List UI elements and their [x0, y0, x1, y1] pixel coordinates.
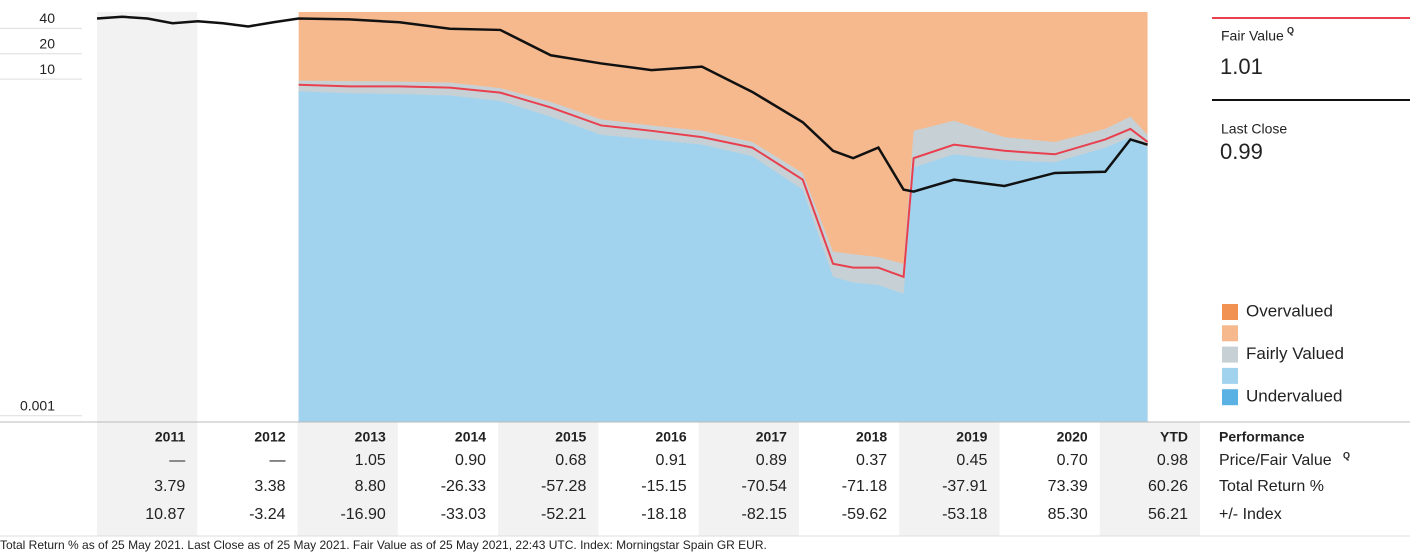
- column-shade: [899, 422, 1000, 536]
- column-header: 2017: [756, 429, 787, 445]
- table-cell: 0.45: [956, 452, 987, 469]
- table-title: Performance: [1219, 429, 1305, 445]
- column-header: 2016: [655, 429, 686, 445]
- legend-swatch: [1222, 367, 1238, 384]
- table-cell: —: [270, 452, 286, 469]
- table-cell: 0.90: [455, 452, 486, 469]
- last-close-label: Last Close: [1221, 121, 1287, 137]
- legend-label: Overvalued: [1246, 301, 1333, 320]
- row-label: Total Return %: [1219, 478, 1324, 495]
- table-cell: -37.91: [942, 478, 987, 495]
- footer: Total Return % as of 25 May 2021. Last C…: [0, 538, 767, 552]
- column-header: 2019: [956, 429, 987, 445]
- column-shade: [97, 12, 198, 422]
- table-cell: -53.18: [942, 506, 987, 523]
- y-tick-label: 40: [39, 10, 55, 26]
- table-cell: -15.15: [641, 478, 686, 495]
- price-line: [96, 15, 1148, 193]
- table-cell: —: [169, 452, 185, 469]
- legend-swatch: [1222, 304, 1238, 320]
- table-cell: -33.03: [441, 506, 486, 523]
- quant-mark: Q: [1287, 25, 1294, 35]
- table-cell: 0.68: [555, 452, 586, 469]
- column-header: 2020: [1057, 429, 1088, 445]
- table-cell: 3.38: [254, 478, 285, 495]
- legend-swatch: [1222, 389, 1238, 406]
- table-cell: 85.30: [1048, 506, 1088, 523]
- column-header: 2015: [555, 429, 586, 445]
- last-close: 0.99: [1220, 139, 1263, 164]
- column-header: 2011: [155, 429, 186, 445]
- y-tick-label: 0.001: [20, 398, 55, 414]
- table-cell: -71.18: [842, 478, 887, 495]
- column-header: 2018: [856, 429, 887, 445]
- row-label: Price/Fair Value: [1219, 452, 1332, 469]
- table-cell: 56.21: [1148, 506, 1188, 523]
- column-shade: [97, 422, 198, 536]
- legend-swatch: [1222, 325, 1238, 342]
- table-cell: -18.18: [641, 506, 686, 523]
- table-cell: -57.28: [541, 478, 586, 495]
- column-shade: [698, 422, 799, 536]
- y-tick-label: 20: [39, 35, 55, 51]
- valuation-area: [298, 91, 1148, 422]
- column-header: YTD: [1160, 429, 1188, 445]
- quant-mark: Q: [1343, 450, 1350, 460]
- column-shade: [498, 422, 599, 536]
- table-cell: -16.90: [340, 506, 385, 523]
- table-cell: 0.98: [1157, 452, 1188, 469]
- table-cell: 0.89: [756, 452, 787, 469]
- table-cell: 8.80: [355, 478, 386, 495]
- column-header: 2013: [355, 429, 386, 445]
- table-cell: -26.33: [441, 478, 486, 495]
- price-line: [298, 83, 1149, 279]
- y-tick-label: 10: [39, 61, 55, 77]
- fair-value-label: Fair Value: [1221, 28, 1284, 44]
- fair-value: 1.01: [1220, 54, 1263, 79]
- legend-label: Undervalued: [1246, 387, 1342, 406]
- table-cell: -3.24: [249, 506, 286, 523]
- table-cell: 3.79: [154, 478, 185, 495]
- table-cell: 10.87: [145, 506, 185, 523]
- table-cell: 1.05: [355, 452, 386, 469]
- table-cell: -82.15: [742, 506, 787, 523]
- table-cell: 0.70: [1057, 452, 1088, 469]
- table-cell: -52.21: [541, 506, 586, 523]
- column-shade: [1099, 422, 1200, 536]
- table-cell: 0.37: [856, 452, 887, 469]
- column-header: 2014: [455, 429, 486, 445]
- legend-label: Fairly Valued: [1246, 344, 1344, 363]
- table-cell: -70.54: [742, 478, 787, 495]
- column-header: 2012: [254, 429, 285, 445]
- table-cell: 60.26: [1148, 478, 1188, 495]
- row-label: +/- Index: [1219, 506, 1282, 523]
- table-cell: 0.91: [655, 452, 686, 469]
- table-cell: -59.62: [842, 506, 887, 523]
- column-shade: [297, 422, 398, 536]
- legend-swatch: [1222, 346, 1238, 363]
- table-cell: 73.39: [1048, 478, 1088, 495]
